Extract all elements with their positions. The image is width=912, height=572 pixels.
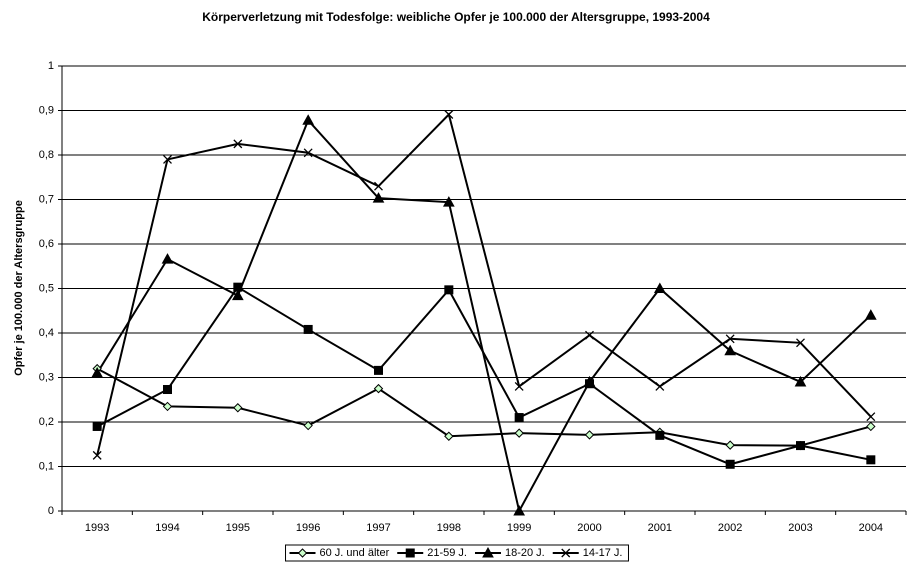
- x-tick-label: 2002: [718, 522, 742, 534]
- marker: [92, 421, 102, 431]
- x-tick-label: 2000: [577, 522, 601, 534]
- y-tick-label: 0,9: [39, 104, 54, 116]
- marker: [725, 440, 735, 450]
- y-axis-label: Opfer je 100.000 der Altersgruppe: [13, 200, 25, 376]
- marker: [372, 192, 385, 203]
- x-tick-label: 1999: [507, 522, 531, 534]
- y-tick-label: 0: [48, 505, 54, 517]
- marker: [161, 253, 174, 264]
- marker: [233, 139, 243, 149]
- y-tick-label: 0,5: [39, 282, 54, 294]
- marker: [92, 450, 102, 460]
- legend-item: 14-17 J.: [552, 547, 623, 559]
- x-tick-label: 1998: [437, 522, 461, 534]
- x-tick-label: 2001: [648, 522, 672, 534]
- marker: [163, 385, 172, 395]
- legend-item: 21-59 J.: [397, 547, 467, 559]
- marker: [583, 375, 596, 387]
- marker: [725, 334, 735, 344]
- marker: [444, 110, 454, 119]
- marker: [864, 309, 877, 320]
- y-tick-label: 0,8: [39, 149, 54, 161]
- y-tick-label: 0,3: [39, 371, 54, 383]
- marker: [866, 455, 876, 465]
- legend-label: 14-17 J.: [583, 547, 623, 559]
- marker: [655, 430, 665, 440]
- marker: [725, 459, 735, 469]
- marker: [374, 181, 383, 191]
- marker: [91, 367, 104, 378]
- series-line: [96, 367, 872, 447]
- marker: [297, 548, 308, 558]
- marker: [231, 289, 244, 301]
- marker: [303, 148, 313, 158]
- series-line: [96, 118, 872, 514]
- x-tick-label: 1994: [155, 522, 179, 534]
- y-tick-label: 0,4: [39, 327, 54, 339]
- x-tick-label: 2004: [859, 522, 883, 534]
- marker: [373, 383, 384, 394]
- marker: [653, 282, 666, 293]
- marker: [442, 196, 455, 207]
- x-tick-label: 1993: [85, 522, 109, 534]
- x-tick-label: 1995: [226, 522, 250, 534]
- marker: [866, 421, 876, 432]
- legend-item: 18-20 J.: [474, 546, 545, 559]
- y-tick-label: 0,7: [39, 193, 54, 205]
- x-tick-label: 1996: [296, 522, 320, 534]
- marker: [866, 412, 876, 422]
- marker: [584, 430, 595, 440]
- marker: [561, 548, 571, 558]
- marker: [585, 330, 594, 340]
- marker: [514, 413, 524, 423]
- y-tick-label: 0,1: [39, 460, 54, 472]
- marker: [374, 365, 383, 375]
- marker: [303, 420, 313, 431]
- marker: [163, 154, 172, 164]
- x-tick-label: 1997: [366, 522, 390, 534]
- marker: [162, 401, 173, 412]
- marker: [513, 504, 526, 516]
- marker: [796, 441, 805, 451]
- y-tick-label: 0,6: [39, 238, 54, 250]
- marker: [794, 375, 807, 387]
- marker: [303, 324, 313, 334]
- marker: [724, 344, 737, 356]
- marker: [796, 338, 805, 348]
- series-line: [96, 112, 872, 456]
- x-tick-label: 2003: [788, 522, 812, 534]
- legend-box: [285, 544, 629, 562]
- legend-label: 60 J. und älter: [320, 547, 390, 559]
- marker: [514, 428, 524, 438]
- y-tick-label: 0,2: [39, 416, 54, 428]
- marker: [444, 285, 454, 295]
- legend-label: 18-20 J.: [505, 547, 545, 559]
- legend-label: 21-59 J.: [427, 547, 467, 559]
- marker: [514, 381, 524, 391]
- marker: [482, 546, 494, 558]
- chart-title: Körperverletzung mit Todesfolge: weiblic…: [202, 10, 710, 24]
- marker: [405, 548, 415, 558]
- y-tick-label: 1: [48, 60, 54, 72]
- legend: 60 J. und älter 21-59 J. 18-20 J. 14-17 J.: [285, 544, 629, 562]
- marker: [302, 114, 315, 125]
- legend-item: 60 J. und älter: [289, 547, 390, 559]
- marker: [444, 431, 454, 441]
- marker: [655, 381, 665, 391]
- marker: [233, 403, 243, 413]
